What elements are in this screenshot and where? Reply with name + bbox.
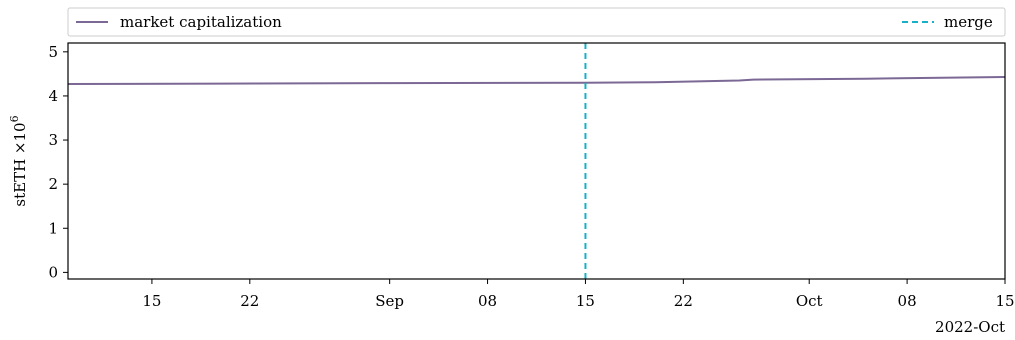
x-tick-label-8: 15 (995, 292, 1014, 310)
x-axis: 15 22 Sep 08 15 22 Oct 08 15 (142, 279, 1015, 310)
legend-frame (67, 7, 1006, 37)
legend-label-merge: merge (944, 13, 993, 31)
x-tick-label-5: 22 (674, 292, 693, 310)
x-tick-label-3: 08 (478, 292, 497, 310)
y-tick-label-2: 2 (48, 175, 58, 193)
y-tick-label-1: 1 (48, 219, 58, 237)
plot-area (67, 43, 1006, 279)
y-tick-label-3: 3 (48, 131, 58, 149)
x-tick-label-2: Sep (375, 292, 404, 310)
y-axis-label-base: stETH ×10 (11, 122, 29, 206)
x-tick-label-6: Oct (796, 292, 823, 310)
series-line-0 (67, 76, 1006, 85)
axes-frame (67, 42, 1006, 280)
legend-label-market-capitalization: market capitalization (120, 13, 282, 31)
x-tick-label-7: 08 (898, 292, 917, 310)
x-tick-label-1: 22 (240, 292, 259, 310)
y-tick-label-4: 4 (48, 87, 58, 105)
y-axis-label: stETH ×106 (8, 115, 29, 206)
legend: market capitalization merge (67, 7, 1006, 37)
y-axis: 0 1 2 3 4 5 (48, 43, 68, 281)
x-tick-label-4: 15 (576, 292, 595, 310)
y-tick-label-0: 0 (48, 263, 58, 281)
y-tick-label-5: 5 (48, 43, 58, 61)
x-tick-label-0: 15 (142, 292, 161, 310)
y-axis-label-exponent: 6 (8, 115, 21, 122)
x-axis-offset-label: 2022-Oct (935, 318, 1005, 336)
